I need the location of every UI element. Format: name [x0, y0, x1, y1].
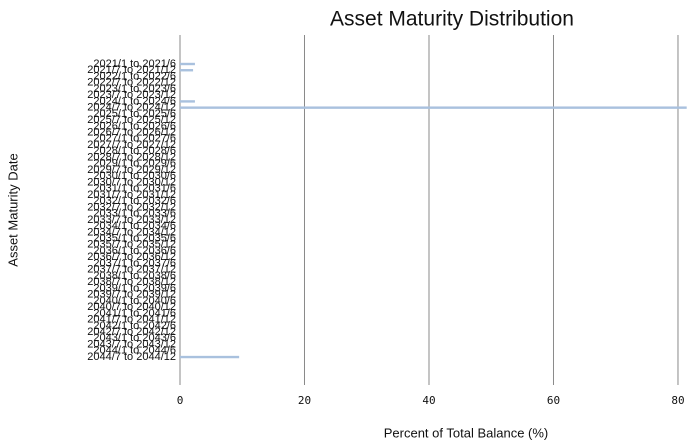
y-tick-label: 2043/7 to 2043/12: [87, 338, 176, 350]
y-tick-label: 2043/1 to 2043/6: [93, 332, 176, 344]
y-tick-label: 2044/1 to 2044/6: [93, 345, 176, 357]
y-axis-title: Asset Maturity Date: [5, 153, 20, 266]
x-tick-label: 60: [547, 394, 560, 407]
x-tick-label: 40: [422, 394, 435, 407]
y-tick-label: 2026/1 to 2026/6: [93, 120, 176, 132]
y-tick-label: 2027/7 to 2027/12: [87, 139, 176, 151]
y-tick-label: 2040/1 to 2040/6: [93, 295, 176, 307]
y-tick-label: 2022/7 to 2022/12: [87, 77, 176, 89]
bar: [180, 69, 194, 72]
y-tick-label: 2021/7 to 2021/12: [87, 64, 176, 76]
y-tick-label: 2031/1 to 2031/6: [93, 183, 176, 195]
y-tick-label: 2030/1 to 2030/6: [93, 170, 176, 182]
x-axis-title: Percent of Total Balance (%): [384, 425, 549, 440]
y-tick-label: 2042/7 to 2042/12: [87, 326, 176, 338]
y-tick-label: 2032/7 to 2032/12: [87, 201, 176, 213]
y-tick-label: 2044/7 to 2044/12: [87, 351, 176, 363]
bar: [180, 100, 195, 103]
y-tick-label: 2034/1 to 2034/6: [93, 220, 176, 232]
y-tick-label: 2027/1 to 2027/6: [93, 133, 176, 145]
y-tick-label: 2035/1 to 2035/6: [93, 232, 176, 244]
y-tick-label: 2040/7 to 2040/12: [87, 301, 176, 313]
x-tick-label: 20: [298, 394, 311, 407]
y-tick-label: 2035/7 to 2035/12: [87, 239, 176, 251]
y-tick-label: 2032/1 to 2032/6: [93, 195, 176, 207]
y-tick-label: 2033/1 to 2033/6: [93, 208, 176, 220]
bar: [180, 106, 687, 109]
y-tick-label: 2034/7 to 2034/12: [87, 226, 176, 238]
chart-title: Asset Maturity Distribution: [330, 8, 574, 31]
bar: [180, 355, 240, 359]
y-tick-label: 2037/7 to 2037/12: [87, 264, 176, 276]
y-tick-label: 2039/7 to 2039/12: [87, 289, 176, 301]
y-tick-label: 2038/7 to 2038/12: [87, 276, 176, 288]
y-tick-label: 2039/1 to 2039/6: [93, 282, 176, 294]
x-tick-label: 0: [177, 394, 184, 407]
y-tick-label: 2023/1 to 2023/6: [93, 83, 176, 95]
y-tick-label: 2026/7 to 2026/12: [87, 126, 176, 138]
y-tick-label: 2025/7 to 2025/12: [87, 114, 176, 126]
y-tick-label: 2024/7 to 2024/12: [87, 102, 176, 114]
y-tick-label: 2025/1 to 2025/6: [93, 108, 176, 120]
y-tick-label: 2042/1 to 2042/6: [93, 320, 176, 332]
y-tick-label: 2024/1 to 2024/6: [93, 95, 176, 107]
y-tick-label: 2031/7 to 2031/12: [87, 189, 176, 201]
y-tick-label: 2041/1 to 2041/6: [93, 307, 176, 319]
y-tick-label: 2022/1 to 2022/6: [93, 70, 176, 82]
y-tick-label: 2038/1 to 2038/6: [93, 270, 176, 282]
y-tick-label: 2030/7 to 2030/12: [87, 176, 176, 188]
x-tick-label: 80: [671, 394, 684, 407]
bar: [180, 62, 195, 66]
y-tick-label: 2021/1 to 2021/6: [93, 58, 176, 70]
y-tick-label: 2036/7 to 2036/12: [87, 251, 176, 263]
y-tick-label: 2037/1 to 2037/6: [93, 257, 176, 269]
y-tick-label: 2028/1 to 2028/6: [93, 145, 176, 157]
y-tick-label: 2041/7 to 2041/12: [87, 314, 176, 326]
y-tick-label: 2033/7 to 2033/12: [87, 214, 176, 226]
y-tick-label: 2036/1 to 2036/6: [93, 245, 176, 257]
y-tick-label: 2028/7 to 2028/12: [87, 151, 176, 163]
y-tick-label: 2029/1 to 2029/6: [93, 158, 176, 170]
y-tick-label: 2029/7 to 2029/12: [87, 164, 176, 176]
y-tick-label: 2023/7 to 2023/12: [87, 89, 176, 101]
